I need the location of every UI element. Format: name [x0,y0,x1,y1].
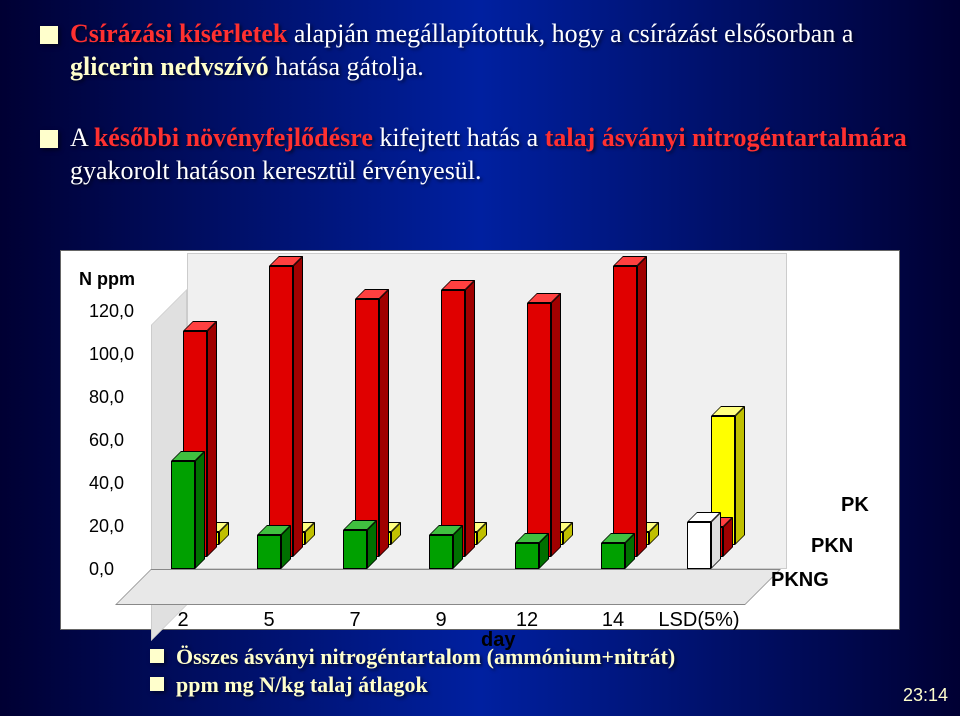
series-label-pkng: PKNG [771,569,829,592]
chart-container: N ppm 0,0 20,0 40,0 60,0 80,0 100,0 120,0 2 5 7 9 1… [60,250,900,630]
series-label-pkn: PKN [811,535,853,558]
timestamp: 23:14 [903,685,948,706]
bar-pkng [429,535,453,569]
para2-r1: későbbi növényfejlődésre [94,123,373,152]
para1-yellow: glicerin nedvszívó [70,52,269,81]
footer-text-1: Összes ásványi nitrogéntartalom (ammóniu… [176,643,675,671]
x-tick: 2 [177,609,188,632]
x-tick: 7 [349,609,360,632]
para2-text: A későbbi növényfejlődésre kifejtett hat… [70,122,920,187]
bar-pkn [269,266,293,557]
bar-pkn [613,266,637,557]
para1-red: Csírázási kísérletek [70,19,287,48]
bar-pkn [441,290,465,557]
y-axis-label: N ppm [79,269,135,290]
bullet-icon [40,130,58,148]
x-tick: 5 [263,609,274,632]
para2-w1: A [70,123,94,152]
bar-pkng [343,530,367,569]
y-tick: 0,0 [89,559,114,580]
y-tick: 60,0 [89,430,124,451]
bullet-icon [40,26,58,44]
footer-row-2: ppm mg N/kg talaj átlagok [150,671,920,699]
y-tick: 20,0 [89,516,124,537]
bar-pkng [601,543,625,569]
footer-block: Összes ásványi nitrogéntartalom (ammóniu… [150,643,920,698]
bar-pkng [515,543,539,569]
bar-pkn [355,299,379,557]
x-tick: 14 [602,609,624,632]
x-tick: 12 [516,609,538,632]
footer-row-1: Összes ásványi nitrogéntartalom (ammóniu… [150,643,920,671]
para1-w1: alapján megállapítottuk, hogy a csírázás… [287,19,853,48]
bar-pkng [171,461,195,569]
y-tick: 80,0 [89,387,124,408]
series-label-pk: PK [841,494,869,517]
chart-inner: N ppm 0,020,040,060,080,0100,0120,025791… [71,269,879,619]
chart-floor [115,569,781,605]
para1-w2: hatása gátolja. [269,52,424,81]
bar-pkng [687,522,711,569]
bar-pkn [527,303,551,557]
bar-pkng [257,535,281,569]
x-tick: LSD(5%) [658,609,739,632]
para2-w2: kifejtett hatás a [373,123,545,152]
footer-text-2: ppm mg N/kg talaj átlagok [176,671,428,699]
bullet-icon [150,677,164,691]
x-tick: 9 [435,609,446,632]
para2-w3: gyakorolt hatáson keresztül érvényesül. [70,156,482,185]
bullet-paragraph-1: Csírázási kísérletek alapján megállapíto… [40,18,920,83]
y-tick: 100,0 [89,344,134,365]
y-tick: 120,0 [89,301,134,322]
y-tick: 40,0 [89,473,124,494]
bullet-icon [150,649,164,663]
chart-plot-area [151,289,751,569]
para1-text: Csírázási kísérletek alapján megállapíto… [70,18,920,83]
para2-r2: talaj ásványi nitrogéntartalmára [545,123,907,152]
bullet-paragraph-2: A későbbi növényfejlődésre kifejtett hat… [40,122,920,187]
